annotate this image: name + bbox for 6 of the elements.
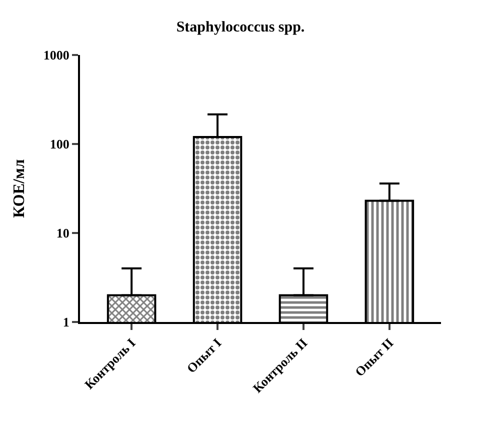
chart-title: Staphylococcus spp. <box>176 20 305 36</box>
y-tick-label: 1000 <box>43 48 70 63</box>
y-tick-label: 100 <box>50 136 70 152</box>
y-tick-label: 1 <box>62 314 70 330</box>
y-tick-label: 10 <box>56 226 70 241</box>
y-axis-title: КОЕ/мл <box>10 159 28 218</box>
